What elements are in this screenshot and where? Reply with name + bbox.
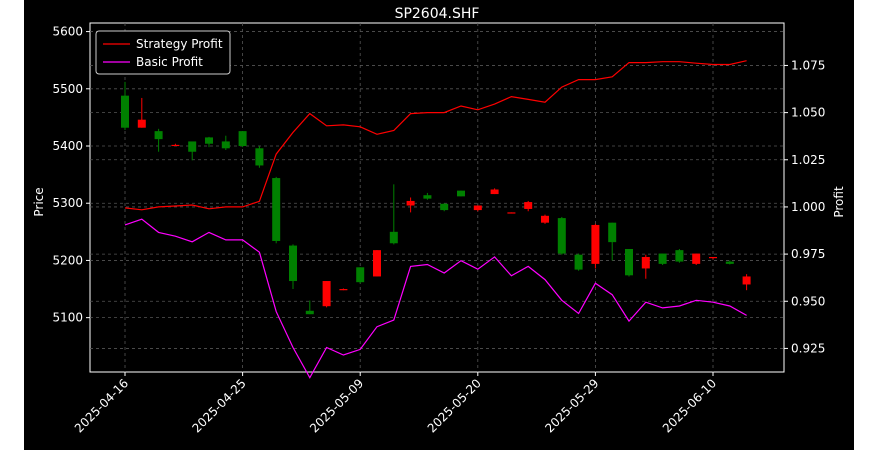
right-tick-label: 0.925 — [791, 341, 825, 355]
right-tick-label: 0.975 — [791, 247, 825, 261]
candle-body — [171, 144, 180, 147]
left-tick-label: 5400 — [52, 139, 83, 153]
candle-body — [440, 203, 449, 211]
left-tick-label: 5200 — [52, 253, 83, 267]
candle-body — [490, 189, 499, 195]
strategy-profit-line — [124, 60, 747, 211]
right-tick-label: 1.075 — [791, 58, 825, 72]
right-tick-label: 1.000 — [791, 200, 825, 214]
candle-body — [339, 289, 348, 291]
chart-title: SP2604.SHF — [395, 6, 480, 22]
candle-body — [709, 257, 717, 259]
candle-body — [322, 281, 331, 307]
candle-body — [389, 231, 398, 244]
candle-body — [725, 261, 734, 264]
left-tick-label: 5600 — [52, 25, 83, 39]
candle-body — [356, 267, 365, 283]
candle-body — [658, 253, 667, 264]
candle-body — [473, 205, 482, 211]
candle-body — [557, 218, 566, 254]
right-axis-label: Profit — [832, 186, 846, 218]
candle-body — [289, 245, 297, 282]
right-axis: 0.925 0.950 0.975 1.000 1.025 1.050 1.075 — [784, 58, 825, 355]
candle-body — [373, 250, 381, 277]
candle-body — [574, 254, 583, 270]
candle-body — [625, 248, 633, 276]
candle-body — [507, 212, 516, 214]
basic-profit-line — [124, 218, 747, 379]
legend-basic-label: Basic Profit — [136, 55, 203, 69]
figure-background — [24, 0, 854, 450]
left-tick-label: 5100 — [52, 311, 83, 325]
candle-body — [205, 137, 213, 144]
candle-body — [154, 131, 163, 140]
candle-body — [641, 257, 650, 269]
candle-body — [238, 131, 247, 147]
left-axis: 5100 5200 5300 5400 5500 5600 — [52, 25, 90, 325]
candle-body — [742, 276, 751, 285]
candle-body — [305, 310, 314, 315]
right-tick-label: 0.950 — [791, 294, 825, 308]
candle-body — [541, 215, 549, 223]
candle-body — [255, 148, 264, 166]
legend: Strategy Profit Basic Profit — [95, 30, 231, 75]
right-tick-label: 1.050 — [791, 106, 825, 120]
candle-body — [137, 119, 146, 128]
candle-body — [524, 202, 533, 209]
legend-box — [95, 30, 231, 75]
candle-body — [121, 95, 129, 128]
candle-body — [406, 200, 415, 206]
profit-lines — [124, 60, 747, 379]
candle-body — [608, 222, 617, 243]
candle-body — [221, 141, 230, 149]
candle-body — [188, 141, 197, 152]
legend-strategy-label: Strategy Profit — [136, 37, 223, 51]
candle-body — [591, 224, 600, 264]
candle-body — [675, 250, 684, 262]
candle-body — [272, 178, 281, 241]
candlestick-series — [121, 81, 751, 315]
left-tick-label: 5500 — [52, 82, 83, 96]
plot-area — [89, 22, 785, 373]
candle-body — [692, 253, 701, 264]
left-tick-label: 5300 — [52, 196, 83, 210]
candle-body — [457, 190, 465, 197]
right-tick-label: 1.025 — [791, 153, 825, 167]
candle-body — [423, 195, 432, 199]
left-axis-label: Price — [32, 187, 46, 216]
